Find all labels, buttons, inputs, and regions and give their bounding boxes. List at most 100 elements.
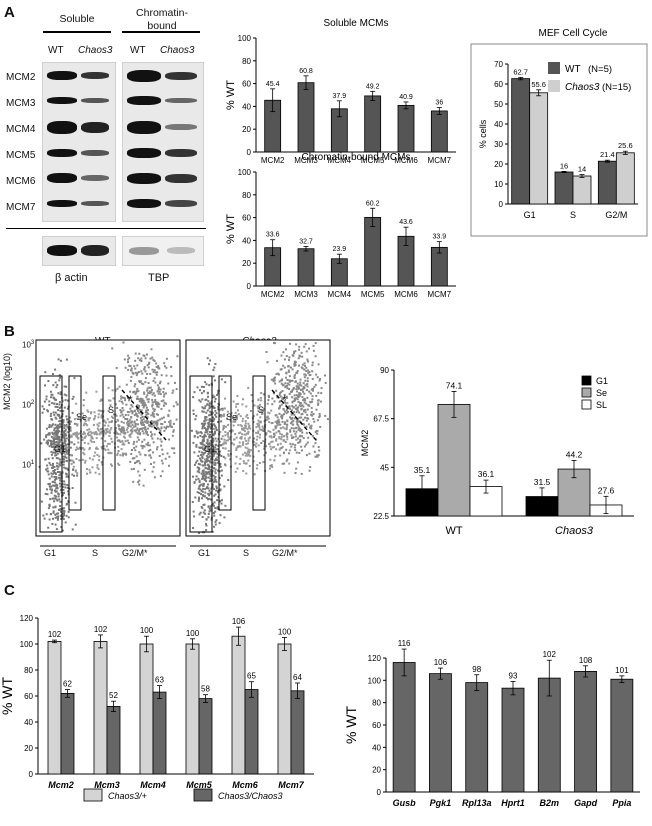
flow-dot [64, 486, 67, 489]
flow-dot [227, 423, 229, 426]
flow-dot [226, 433, 229, 436]
flow-dot [265, 432, 268, 435]
flow-dot [212, 504, 215, 507]
flow-dot [58, 403, 61, 406]
flow-dot [200, 506, 203, 508]
flow-dot [272, 428, 275, 431]
flow-dot [201, 470, 204, 473]
flow-dot [121, 443, 124, 446]
flow-dot [65, 448, 68, 451]
flow-dot [220, 474, 223, 477]
flow-dot [208, 450, 210, 453]
flow-dot [144, 357, 147, 360]
flow-dot [124, 399, 127, 402]
flow-dot [317, 402, 320, 405]
flow-dot [62, 488, 65, 491]
flow-dot [217, 406, 220, 409]
col-wt-soluble: WT [48, 45, 64, 56]
flow-dot [138, 433, 141, 436]
flow-dot [163, 401, 166, 404]
flow-dot [274, 425, 277, 428]
flow-dot [280, 379, 283, 382]
flow-dot [205, 383, 208, 386]
flow-dot [219, 488, 222, 491]
flow-dot [61, 443, 64, 446]
flow-dot [288, 452, 290, 455]
flow-dot [295, 411, 298, 414]
flow-dot [214, 510, 217, 513]
flow-dot [212, 369, 215, 372]
flow-dot [278, 401, 281, 403]
flow-dot [282, 408, 285, 410]
flow-dot [205, 445, 208, 448]
flow-dot [152, 392, 155, 395]
flow-dot [211, 530, 214, 533]
flow-dot [72, 468, 74, 471]
flow-dot [50, 444, 53, 447]
legend-label-chaos3: Chaos3/+ [108, 791, 147, 801]
flow-dot [137, 406, 140, 409]
flow-dot [138, 462, 141, 465]
flow-dot [212, 394, 215, 397]
flow-dot [208, 425, 211, 428]
flow-dot [54, 506, 57, 509]
flow-dot [221, 435, 224, 438]
flow-dot [58, 449, 61, 452]
flow-dot [91, 437, 94, 440]
flow-dot [146, 416, 149, 419]
flow-dot [140, 401, 143, 404]
flow-dot [203, 444, 206, 447]
flow-dot [214, 463, 217, 466]
flow-dot [48, 432, 50, 435]
flow-dot [134, 352, 137, 355]
flow-dot [86, 409, 89, 412]
flow-dot [301, 404, 304, 407]
flow-dot [145, 396, 148, 399]
y-tick-label: 100 [368, 676, 382, 685]
flow-dot [265, 433, 268, 436]
flow-dot [196, 466, 199, 469]
flow-dot [175, 388, 178, 391]
flow-dot [200, 392, 203, 395]
beta-actin-blot-image [42, 236, 116, 266]
flow-dot [153, 377, 156, 380]
gate-sl-wt: Sl [108, 405, 117, 415]
flow-dot [286, 407, 289, 410]
flow-dot [312, 445, 315, 448]
flow-dot [63, 436, 66, 439]
flow-dot [285, 355, 288, 357]
flow-dot [249, 454, 252, 457]
flow-dot [107, 451, 110, 454]
flow-dot [213, 432, 216, 435]
flow-dot [145, 419, 148, 422]
flow-dot [90, 436, 93, 439]
flow-dot [120, 448, 123, 451]
flow-dot [210, 498, 212, 501]
flow-dot [296, 407, 299, 410]
flow-dot [49, 485, 52, 488]
flow-dot [214, 363, 217, 365]
flow-dot [148, 444, 151, 447]
flow-dot [54, 368, 57, 371]
flow-dot [128, 424, 131, 427]
flow-dot [122, 435, 125, 438]
flow-dot [242, 441, 245, 444]
flow-dot [247, 442, 250, 445]
flow-dot [209, 406, 211, 409]
flow-dot [161, 470, 164, 473]
flow-dot [138, 408, 141, 411]
flow-dot [55, 490, 58, 493]
flow-dot [239, 445, 242, 448]
flow-dot [317, 363, 320, 366]
flow-dot [311, 378, 314, 380]
flow-dot [156, 448, 158, 451]
flow-dot [159, 380, 162, 383]
flow-dot [141, 398, 144, 401]
flow-dot [61, 529, 64, 532]
flow-dot [218, 408, 221, 411]
flow-dot [240, 425, 243, 428]
flow-dot [58, 482, 61, 485]
flow-dot [63, 430, 66, 432]
flow-dot [87, 433, 89, 436]
